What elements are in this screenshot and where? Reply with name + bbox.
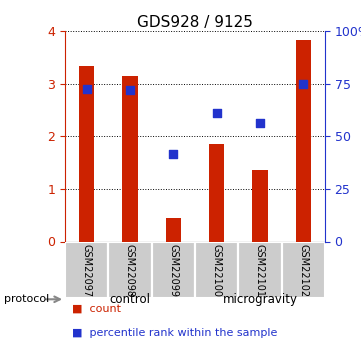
Point (257, 120, 263, 125)
Bar (209, 144, 224, 242)
Bar (108, 241, 152, 298)
Point (84, 86, 90, 92)
Text: GSM22099: GSM22099 (168, 244, 178, 297)
Title: GDS928 / 9125: GDS928 / 9125 (137, 15, 253, 30)
Bar (195, 241, 238, 298)
Bar (296, 40, 311, 242)
Bar (152, 241, 195, 298)
Bar (122, 76, 138, 242)
Text: ■  percentile rank within the sample: ■ percentile rank within the sample (65, 328, 277, 338)
Point (300, 81, 306, 86)
Bar (65, 298, 195, 300)
Text: GSM22102: GSM22102 (298, 244, 308, 297)
Text: GSM22101: GSM22101 (255, 244, 265, 297)
Text: microgravity: microgravity (222, 293, 297, 306)
Text: GSM22097: GSM22097 (82, 244, 92, 297)
Text: GSM22098: GSM22098 (125, 244, 135, 297)
Point (214, 110, 219, 116)
Point (127, 87, 133, 93)
Text: ■  count: ■ count (65, 304, 121, 314)
Bar (238, 241, 282, 298)
Bar (166, 218, 181, 241)
Text: GSM22100: GSM22100 (212, 244, 222, 297)
Bar (195, 298, 325, 300)
Bar (79, 66, 94, 242)
Bar (65, 241, 108, 298)
Bar (252, 170, 268, 242)
Text: protocol: protocol (4, 294, 49, 304)
Bar (282, 241, 325, 298)
Point (170, 151, 176, 157)
Text: control: control (109, 293, 151, 306)
